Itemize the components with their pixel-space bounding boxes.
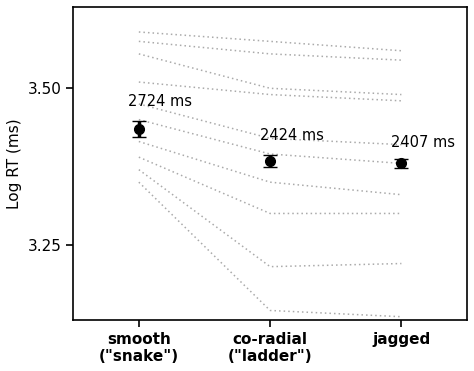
Text: 2407 ms: 2407 ms bbox=[391, 135, 455, 150]
Text: 2424 ms: 2424 ms bbox=[260, 128, 323, 143]
Text: 2724 ms: 2724 ms bbox=[128, 94, 192, 109]
Y-axis label: Log RT (ms): Log RT (ms) bbox=[7, 118, 22, 209]
